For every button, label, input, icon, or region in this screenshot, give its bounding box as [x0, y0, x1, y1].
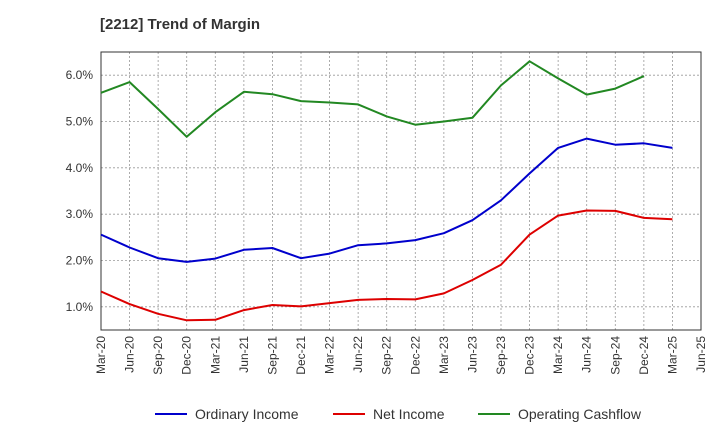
y-tick-label: 2.0%: [66, 254, 94, 268]
series-line: [100, 137, 673, 263]
x-tick-label: Dec-21: [294, 336, 308, 375]
x-tick-label: Sep-22: [380, 336, 394, 375]
x-tick-label: Jun-22: [351, 336, 365, 373]
y-tick-label: 3.0%: [66, 207, 94, 221]
x-tick-label: Sep-24: [608, 336, 622, 375]
x-tick-label: Jun-21: [237, 336, 251, 373]
x-tick-label: Dec-20: [180, 336, 194, 375]
x-tick-label: Jun-20: [123, 336, 137, 373]
legend-label: Net Income: [373, 406, 445, 422]
x-tick-label: Jun-25: [694, 336, 708, 373]
x-tick-label: Jun-24: [580, 336, 594, 373]
x-tick-label: Mar-20: [94, 336, 108, 374]
series-line: [100, 209, 673, 322]
y-tick-label: 1.0%: [66, 300, 94, 314]
x-tick-label: Dec-24: [637, 336, 651, 375]
x-tick-label: Mar-21: [208, 336, 222, 374]
x-tick-label: Mar-24: [551, 336, 565, 374]
x-tick-label: Mar-23: [437, 336, 451, 374]
x-tick-label: Jun-23: [465, 336, 479, 373]
x-tick-label: Sep-20: [151, 336, 165, 375]
x-tick-label: Sep-23: [494, 336, 508, 375]
y-tick-label: 6.0%: [66, 68, 94, 82]
x-tick-label: Mar-22: [323, 336, 337, 374]
chart-title: [2212] Trend of Margin: [100, 16, 261, 33]
plot-area-border: [100, 51, 702, 331]
x-tick-label: Sep-21: [265, 336, 279, 375]
y-tick-label: 4.0%: [66, 161, 94, 175]
x-tick-label: Mar-25: [665, 336, 679, 374]
x-tick-label: Dec-22: [408, 336, 422, 375]
legend-label: Operating Cashflow: [518, 406, 642, 422]
y-tick-label: 5.0%: [66, 115, 94, 129]
legend-label: Ordinary Income: [195, 406, 299, 422]
series-line: [100, 60, 645, 138]
x-tick-label: Dec-23: [523, 336, 537, 375]
